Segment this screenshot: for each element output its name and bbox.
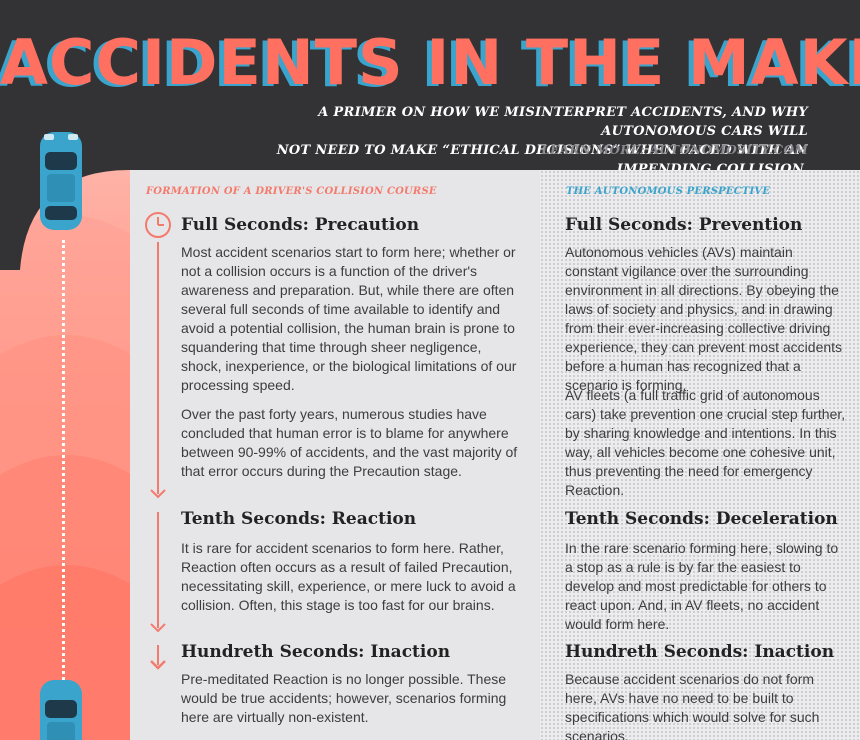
section-text-precaution-2: Over the past forty years, numerous stud… <box>181 406 518 479</box>
section-title-inaction-right: Hundreth Seconds: Inaction <box>565 642 835 662</box>
car-topview-icon <box>40 132 82 230</box>
section-text-deceleration: In the rare scenario forming here, slowi… <box>565 540 839 632</box>
section-text-prevention-2: AV fleets (a full traffic grid of autono… <box>565 387 846 498</box>
section-title-prevention: Full Seconds: Prevention <box>565 215 803 235</box>
timeline-segment-1 <box>157 242 159 494</box>
section-title-reaction: Tenth Seconds: Reaction <box>181 509 417 529</box>
clock-icon <box>145 212 171 238</box>
road-curve <box>0 130 140 270</box>
section-text-prevention-1: Autonomous vehicles (AVs) maintain const… <box>565 244 843 393</box>
arrow-down-icon <box>150 623 166 633</box>
section-title-deceleration: Tenth Seconds: Deceleration <box>565 509 838 529</box>
page-title: ACCIDENTS IN THE MAKING <box>0 26 860 99</box>
timeline-segment-2 <box>157 512 159 628</box>
page-subtitle: A PRIMER ON HOW WE MISINTERPRET ACCIDENT… <box>208 103 808 179</box>
section-title-inaction-left: Hundreth Seconds: Inaction <box>181 642 451 662</box>
right-column-header: THE AUTONOMOUS PERSPECTIVE <box>566 186 771 197</box>
section-text-inaction-left: Pre-meditated Reaction is no longer poss… <box>181 671 507 725</box>
subtitle-line-1: A PRIMER ON HOW WE MISINTERPRET ACCIDENT… <box>318 105 808 139</box>
section-text-inaction-right: Because accident scenarios do not form h… <box>565 671 820 740</box>
learn-more-link[interactable]: LEARN MORE: AUTONOMOSITY.COM <box>541 143 808 157</box>
car-topview-icon <box>40 680 82 740</box>
section-text-reaction: It is rare for accident scenarios to for… <box>181 540 516 613</box>
left-panel <box>130 170 540 740</box>
section-text-precaution-1: Most accident scenarios start to form he… <box>181 244 517 393</box>
timeline-segment-3 <box>157 645 159 665</box>
road-illustration <box>0 155 132 740</box>
section-title-precaution: Full Seconds: Precaution <box>181 215 420 235</box>
arrow-down-icon <box>150 489 166 499</box>
lane-divider <box>62 240 65 680</box>
left-column-header: FORMATION OF A DRIVER'S COLLISION COURSE <box>146 186 437 197</box>
right-panel <box>540 170 860 740</box>
arrow-down-icon <box>150 660 166 670</box>
